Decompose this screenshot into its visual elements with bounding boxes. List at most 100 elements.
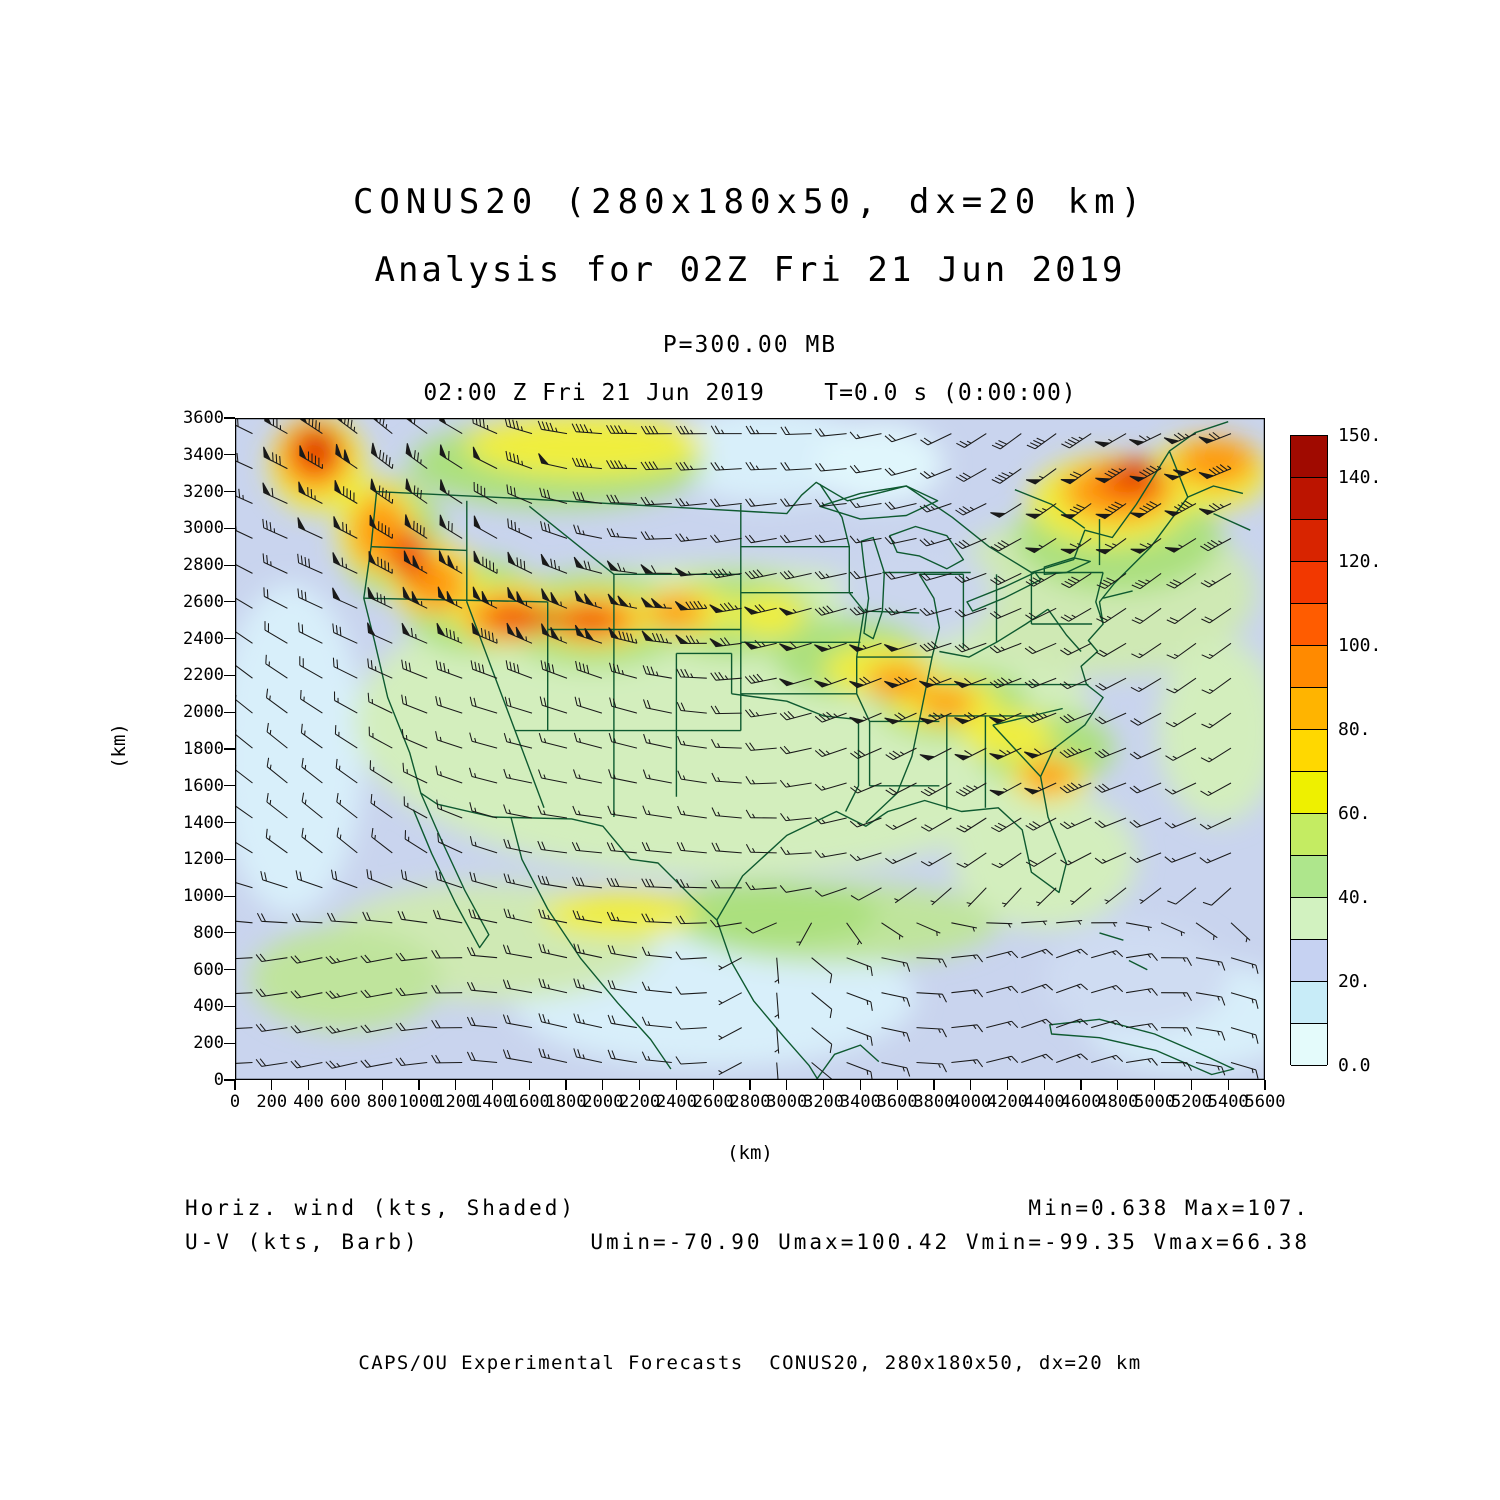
x-tick-label: 4800	[1097, 1092, 1139, 1112]
x-tick-label: 2800	[729, 1092, 771, 1112]
y-axis-title: (km)	[107, 723, 130, 769]
colorbar-segment	[1291, 562, 1327, 604]
x-tick-label: 3000	[766, 1092, 808, 1112]
figure-title: CONUS20 (280x180x50, dx=20 km)	[352, 182, 1148, 222]
y-tick	[224, 895, 235, 897]
x-tick	[1190, 1080, 1193, 1090]
shaded-field-caption: Horiz. wind (kts, Shaded)	[185, 1196, 577, 1220]
colorbar-segment	[1291, 940, 1327, 982]
y-tick-label: 0	[213, 1070, 224, 1090]
x-tick	[381, 1080, 383, 1090]
plot-border	[235, 418, 1265, 1080]
y-tick	[224, 785, 235, 787]
y-tick-label: 2800	[183, 555, 224, 576]
colorbar-segment	[1291, 730, 1327, 772]
x-tick-label: 1800	[545, 1092, 587, 1112]
y-tick-label: 2000	[183, 702, 224, 723]
x-tick	[1080, 1080, 1082, 1090]
x-tick	[307, 1080, 310, 1090]
x-tick-label: 2400	[655, 1092, 697, 1112]
y-tick	[224, 969, 235, 971]
y-tick-label: 3600	[183, 408, 224, 428]
x-tick	[712, 1080, 714, 1090]
y-tick-label: 3000	[183, 518, 224, 539]
x-tick-label: 3200	[803, 1092, 845, 1112]
colorbar-label: 20.	[1338, 971, 1371, 992]
x-axis-title: (km)	[727, 1142, 773, 1164]
colorbar-label: 0.0	[1338, 1055, 1371, 1076]
colorbar-segment	[1291, 436, 1327, 478]
x-tick	[786, 1080, 788, 1090]
y-tick-label: 2600	[183, 591, 224, 612]
colorbar-label: 80.	[1338, 719, 1371, 740]
colorbar-segment	[1291, 604, 1327, 646]
y-tick	[224, 748, 235, 750]
x-tick	[528, 1080, 530, 1090]
y-tick	[224, 638, 235, 640]
y-tick-label: 200	[193, 1033, 224, 1054]
x-tick	[491, 1080, 494, 1090]
x-tick	[1006, 1080, 1009, 1090]
x-tick-label: 1400	[472, 1092, 513, 1112]
figure-subtitle: Analysis for 02Z Fri 21 Jun 2019	[374, 250, 1126, 290]
colorbar-segment	[1291, 814, 1327, 856]
y-tick	[224, 1079, 235, 1081]
x-tick-label: 2200	[619, 1092, 661, 1112]
y-tick	[224, 711, 235, 713]
x-tick-label: 3400	[839, 1092, 881, 1112]
x-tick-label: 5000	[1134, 1092, 1176, 1112]
y-tick-label: 2400	[183, 628, 224, 649]
x-tick	[675, 1080, 678, 1090]
y-tick-label: 800	[193, 922, 224, 943]
colorbar-segment	[1291, 646, 1327, 688]
x-tick	[859, 1080, 861, 1090]
y-tick	[224, 527, 235, 529]
colorbar-segment	[1291, 898, 1327, 940]
colorbar-label: 140.	[1338, 467, 1382, 488]
minmax-caption: Min=0.638 Max=107.	[1028, 1196, 1310, 1220]
x-tick	[639, 1080, 641, 1090]
x-tick	[749, 1080, 751, 1090]
x-tick-label: 4400	[1023, 1092, 1065, 1112]
x-tick-label: 1600	[508, 1092, 550, 1112]
x-tick	[1117, 1080, 1119, 1090]
y-tick	[224, 674, 235, 677]
x-tick-label: 2000	[582, 1092, 624, 1112]
y-tick	[224, 1042, 235, 1044]
y-tick-label: 1200	[183, 849, 224, 870]
y-tick-label: 1000	[183, 886, 224, 907]
x-tick-label: 4600	[1060, 1092, 1102, 1112]
colorbar-segment	[1291, 772, 1327, 814]
colorbar-label: 40.	[1338, 887, 1371, 908]
x-tick	[271, 1080, 273, 1090]
x-tick-label: 4200	[987, 1092, 1028, 1112]
x-tick	[418, 1080, 420, 1090]
y-tick	[224, 1005, 235, 1008]
x-tick-label: 4000	[950, 1092, 992, 1112]
colorbar-segment	[1291, 688, 1327, 730]
x-tick	[1154, 1080, 1156, 1090]
colorbar-segment	[1291, 1024, 1327, 1066]
x-tick	[565, 1080, 567, 1090]
x-tick-label: 5200	[1170, 1092, 1212, 1112]
x-tick	[1043, 1080, 1045, 1090]
x-tick	[602, 1080, 604, 1090]
x-tick-label: 1200	[435, 1092, 477, 1112]
colorbar-label: 60.	[1338, 803, 1371, 824]
x-tick-label: 0	[229, 1092, 241, 1112]
y-tick-label: 1400	[183, 812, 224, 833]
footer-credit: CAPS/OU Experimental Forecasts CONUS20, …	[358, 1352, 1142, 1374]
x-tick-label: 5400	[1207, 1092, 1249, 1112]
x-tick	[1227, 1080, 1229, 1090]
colorbar-segment	[1291, 520, 1327, 562]
x-tick-label: 5600	[1244, 1092, 1286, 1112]
x-tick	[234, 1080, 236, 1090]
map-plot	[235, 418, 1265, 1080]
y-tick	[224, 932, 235, 934]
colorbar-segment	[1291, 982, 1327, 1024]
wind-speed-shading	[235, 418, 1265, 1080]
barb-field-caption: U-V (kts, Barb)	[185, 1230, 420, 1254]
x-tick-label: 400	[293, 1092, 324, 1112]
y-tick	[224, 564, 235, 566]
x-tick-label: 1000	[398, 1092, 440, 1112]
